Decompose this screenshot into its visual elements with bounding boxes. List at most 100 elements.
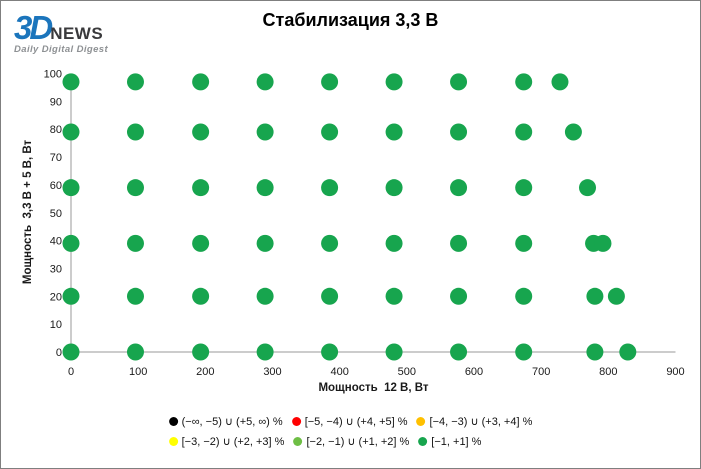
data-point	[450, 234, 468, 252]
data-point	[321, 73, 339, 91]
x-tick-label: 300	[263, 366, 281, 378]
data-point	[256, 343, 274, 361]
data-point	[62, 287, 80, 305]
data-point	[385, 179, 403, 197]
data-point	[551, 73, 569, 91]
legend-entry: [−2, −1) ∪ (+1, +2] %	[293, 435, 409, 448]
data-point	[586, 287, 604, 305]
legend-entry: (−∞, −5) ∪ (+5, ∞) %	[168, 415, 283, 428]
data-point	[256, 73, 274, 91]
data-point	[62, 73, 80, 91]
logo-3d-text: 3D	[14, 9, 53, 46]
legend-label: [−4, −3) ∪ (+3, +4] %	[429, 416, 533, 428]
legend-marker-lightgreen-icon	[293, 437, 303, 446]
legend-label: [−2, −1) ∪ (+1, +2] %	[306, 436, 410, 448]
legend-row-2: [−3, −2) ∪ (+2, +3] % [−2, −1) ∪ (+1, +2…	[168, 435, 533, 448]
3dnews-logo: 3D NEWS Daily Digital Digest	[14, 9, 108, 55]
x-tick-label: 0	[68, 366, 74, 378]
data-point	[256, 123, 274, 141]
logo-tagline: Daily Digital Digest	[14, 44, 109, 55]
x-tick-label: 200	[196, 366, 214, 378]
data-point	[321, 234, 339, 252]
data-point	[192, 179, 210, 197]
data-point	[192, 123, 210, 141]
data-point	[256, 287, 274, 305]
data-point	[619, 343, 637, 361]
data-point	[385, 123, 403, 141]
data-point	[321, 343, 339, 361]
x-tick-label: 100	[129, 366, 147, 378]
legend-row-1: (−∞, −5) ∪ (+5, ∞) % [−5, −4) ∪ (+4, +5]…	[168, 415, 533, 428]
x-tick-label: 800	[599, 366, 617, 378]
data-point	[385, 287, 403, 305]
data-point	[450, 73, 468, 91]
data-point	[450, 287, 468, 305]
data-point	[256, 234, 274, 252]
legend-label: (−∞, −5) ∪ (+5, ∞) %	[181, 416, 283, 428]
data-point	[62, 123, 80, 141]
data-point	[450, 179, 468, 197]
data-point	[192, 287, 210, 305]
data-point	[126, 123, 144, 141]
data-point	[62, 234, 80, 252]
data-point	[515, 123, 533, 141]
data-point	[256, 179, 274, 197]
data-point	[321, 123, 339, 141]
data-point	[126, 287, 144, 305]
logo-wordmark: 3D NEWS	[14, 9, 108, 47]
legend-label: [−3, −2) ∪ (+2, +3] %	[181, 436, 285, 448]
data-point	[515, 287, 533, 305]
data-point	[126, 234, 144, 252]
data-point	[607, 287, 625, 305]
x-tick-label: 600	[465, 366, 483, 378]
data-point	[385, 343, 403, 361]
y-tick-label: 40	[50, 236, 62, 248]
data-point	[579, 179, 597, 197]
data-point	[192, 343, 210, 361]
data-point	[450, 343, 468, 361]
x-tick-label: 900	[666, 366, 684, 378]
chart-title: Стабилизация 3,3 В	[262, 10, 439, 30]
y-tick-label: 80	[50, 124, 62, 136]
legend-label: [−5, −4) ∪ (+4, +5] %	[304, 416, 408, 428]
y-tick-label: 100	[44, 69, 62, 81]
data-point	[62, 179, 80, 197]
data-point	[385, 234, 403, 252]
x-tick-label: 500	[398, 366, 416, 378]
data-point	[586, 343, 604, 361]
y-tick-label: 0	[56, 347, 62, 359]
y-tick-label: 70	[50, 152, 62, 164]
data-point	[564, 123, 582, 141]
legend-marker-orange-icon	[416, 417, 426, 426]
legend-entry: [−1, +1] %	[418, 436, 481, 448]
data-point	[515, 179, 533, 197]
data-point	[126, 343, 144, 361]
legend-marker-red-icon	[291, 417, 301, 426]
y-tick-label: 30	[50, 263, 62, 275]
data-point	[192, 234, 210, 252]
x-tick-label: 700	[532, 366, 550, 378]
data-point	[321, 287, 339, 305]
legend-marker-green-icon	[418, 437, 428, 446]
data-point	[515, 343, 533, 361]
legend-marker-yellow-icon	[168, 437, 178, 446]
chart-legend: (−∞, −5) ∪ (+5, ∞) % [−5, −4) ∪ (+4, +5]…	[168, 415, 533, 448]
data-point	[126, 73, 144, 91]
data-point	[450, 123, 468, 141]
legend-entry: [−3, −2) ∪ (+2, +3] %	[168, 435, 285, 448]
data-point	[126, 179, 144, 197]
data-point	[385, 73, 403, 91]
y-tick-label: 10	[50, 319, 62, 331]
data-point	[321, 179, 339, 197]
legend-entry: [−5, −4) ∪ (+4, +5] %	[291, 415, 408, 428]
legend-label: [−1, +1] %	[431, 435, 482, 448]
data-point	[515, 73, 533, 91]
logo-news-text: NEWS	[50, 24, 104, 43]
legend-entry: [−4, −3) ∪ (+3, +4] %	[416, 415, 533, 428]
x-tick-label: 400	[330, 366, 348, 378]
data-point	[192, 73, 210, 91]
data-point	[594, 234, 612, 252]
y-tick-label: 60	[50, 180, 62, 192]
